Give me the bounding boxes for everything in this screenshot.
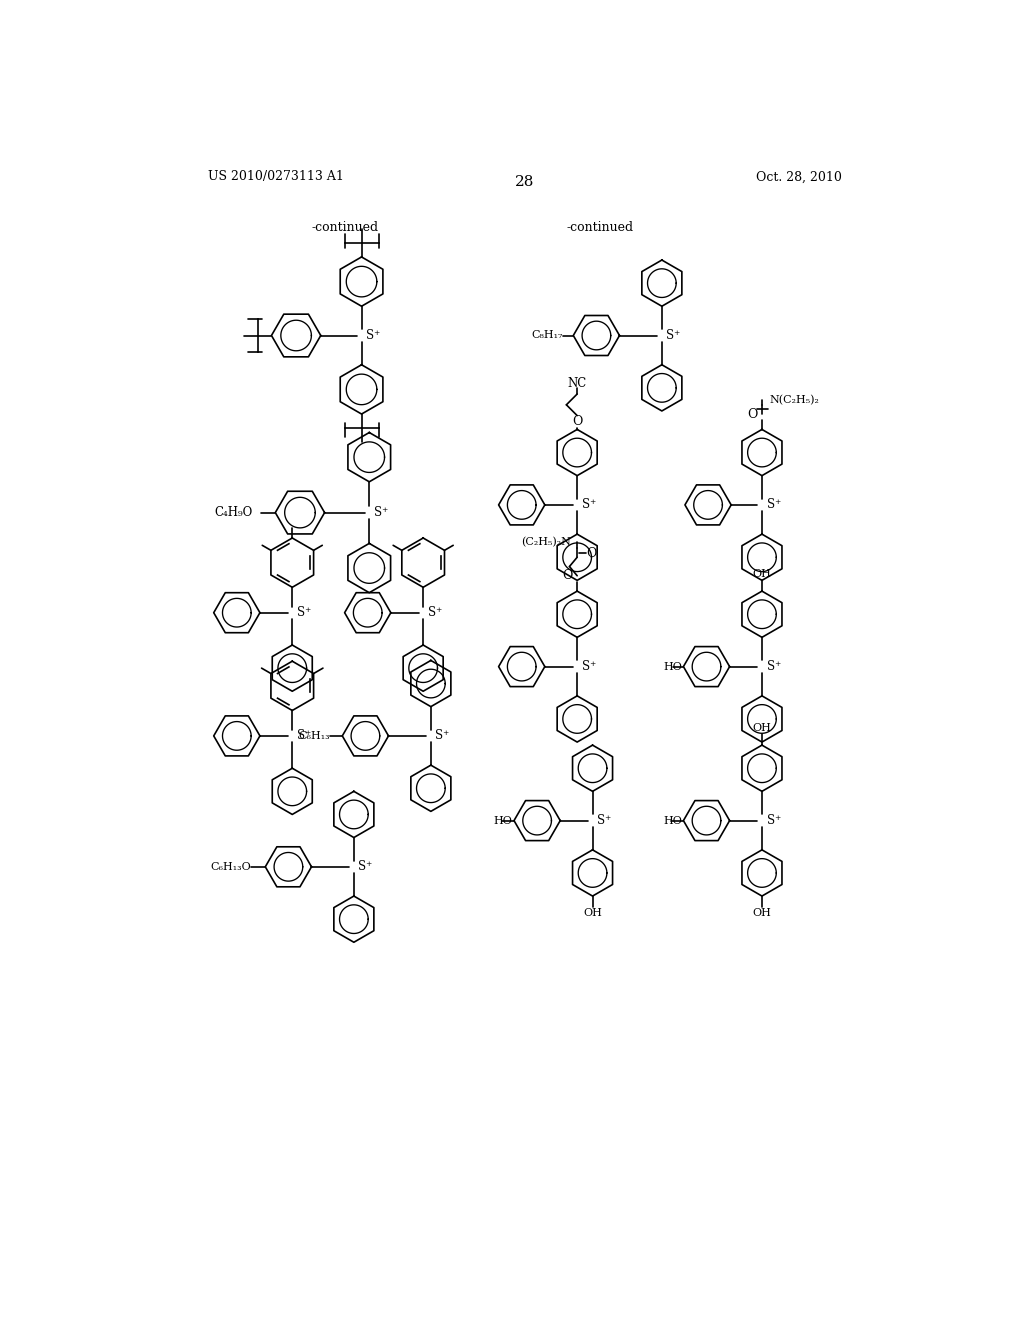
Text: S⁺: S⁺ bbox=[767, 814, 781, 828]
Text: S⁺: S⁺ bbox=[767, 499, 781, 511]
Text: C₆H₁₃: C₆H₁₃ bbox=[298, 731, 330, 741]
Text: S⁺: S⁺ bbox=[767, 660, 781, 673]
Text: C₆H₁₃O: C₆H₁₃O bbox=[211, 862, 252, 871]
Text: Oct. 28, 2010: Oct. 28, 2010 bbox=[756, 170, 842, 183]
Text: O: O bbox=[587, 546, 597, 560]
Text: O: O bbox=[562, 569, 572, 582]
Text: O: O bbox=[572, 416, 583, 428]
Text: OH: OH bbox=[753, 569, 771, 579]
Text: OH: OH bbox=[753, 908, 771, 917]
Text: -continued: -continued bbox=[311, 222, 378, 234]
Text: S⁺: S⁺ bbox=[428, 606, 442, 619]
Text: HO: HO bbox=[663, 661, 682, 672]
Text: OH: OH bbox=[753, 723, 771, 733]
Text: NC: NC bbox=[567, 376, 587, 389]
Text: N(C₂H₅)₂: N(C₂H₅)₂ bbox=[770, 395, 819, 405]
Text: S⁺: S⁺ bbox=[667, 329, 681, 342]
Text: C₄H₉O: C₄H₉O bbox=[214, 506, 252, 519]
Text: (C₂H₅)₂N: (C₂H₅)₂N bbox=[521, 537, 571, 546]
Text: OH: OH bbox=[583, 908, 602, 917]
Text: S⁺: S⁺ bbox=[374, 506, 388, 519]
Text: S⁺: S⁺ bbox=[367, 329, 381, 342]
Text: HO: HO bbox=[663, 816, 682, 825]
Text: S⁺: S⁺ bbox=[358, 861, 373, 874]
Text: S⁺: S⁺ bbox=[297, 606, 311, 619]
Text: S⁺: S⁺ bbox=[297, 730, 311, 742]
Text: C₈H₁₇: C₈H₁₇ bbox=[531, 330, 562, 341]
Text: -continued: -continued bbox=[566, 222, 634, 234]
Text: S⁺: S⁺ bbox=[582, 660, 596, 673]
Text: 28: 28 bbox=[515, 174, 535, 189]
Text: S⁺: S⁺ bbox=[582, 499, 596, 511]
Text: US 2010/0273113 A1: US 2010/0273113 A1 bbox=[208, 170, 343, 183]
Text: O: O bbox=[746, 408, 758, 421]
Text: S⁺: S⁺ bbox=[435, 730, 450, 742]
Text: HO: HO bbox=[494, 816, 512, 825]
Text: S⁺: S⁺ bbox=[597, 814, 611, 828]
